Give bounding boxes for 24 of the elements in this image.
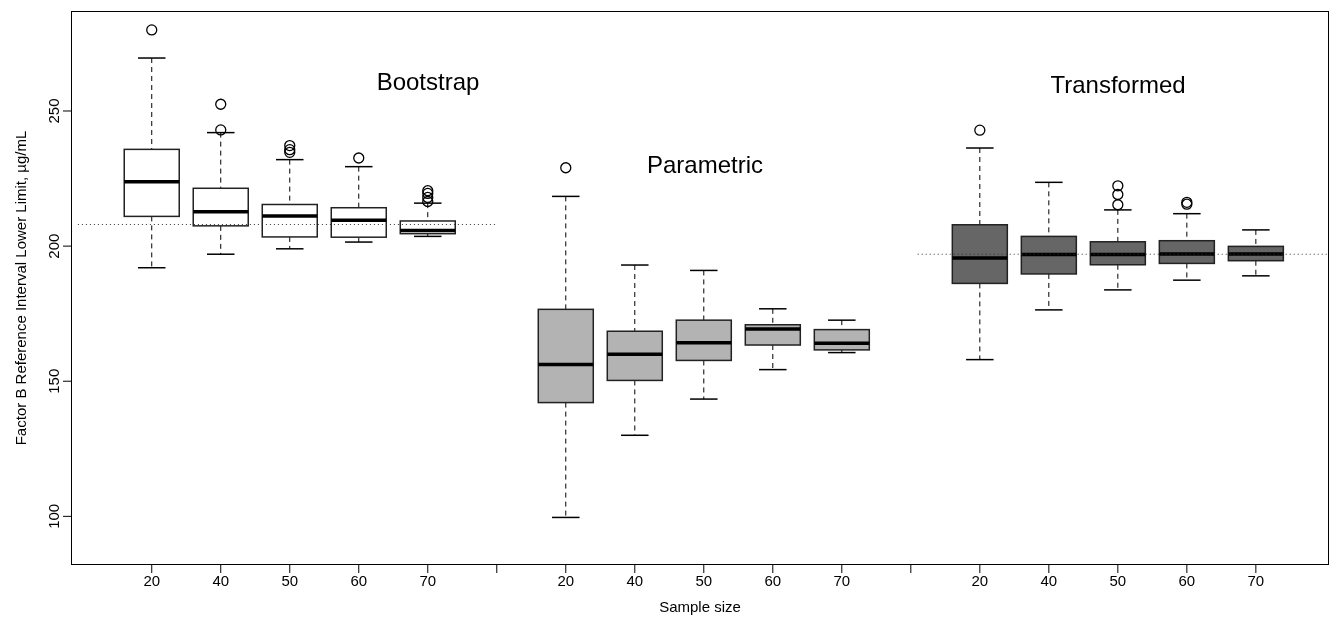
y-tick-label: 250 [45,98,62,124]
annotation: Transformed [1049,71,1187,99]
x-tick-label: 20 [143,571,161,589]
annotation: Parametric [646,151,764,179]
y-tick-label: 100 [45,503,62,529]
x-tick-label: 50 [281,571,299,589]
y-tick-label: 200 [45,233,62,259]
x-axis-title: Sample size [659,598,741,615]
x-tick-label: 40 [212,571,230,589]
x-tick-label: 60 [1178,571,1196,589]
x-tick-label: 50 [1109,571,1127,589]
x-tick-label: 70 [1247,571,1265,589]
x-tick-label: 70 [833,571,851,589]
x-tick-label: 40 [1040,571,1058,589]
x-tick-label: 20 [971,571,989,589]
y-tick-label: 150 [45,368,62,394]
y-axis-title: Factor B Reference Interval Lower Limit, µg/mL [12,130,29,446]
x-tick-label: 50 [695,571,713,589]
x-tick-label: 20 [557,571,575,589]
x-tick-label: 60 [764,571,782,589]
x-tick-label: 60 [350,571,368,589]
x-tick-label: 70 [419,571,437,589]
x-tick-label: 40 [626,571,644,589]
annotation: Bootstrap [375,68,481,96]
